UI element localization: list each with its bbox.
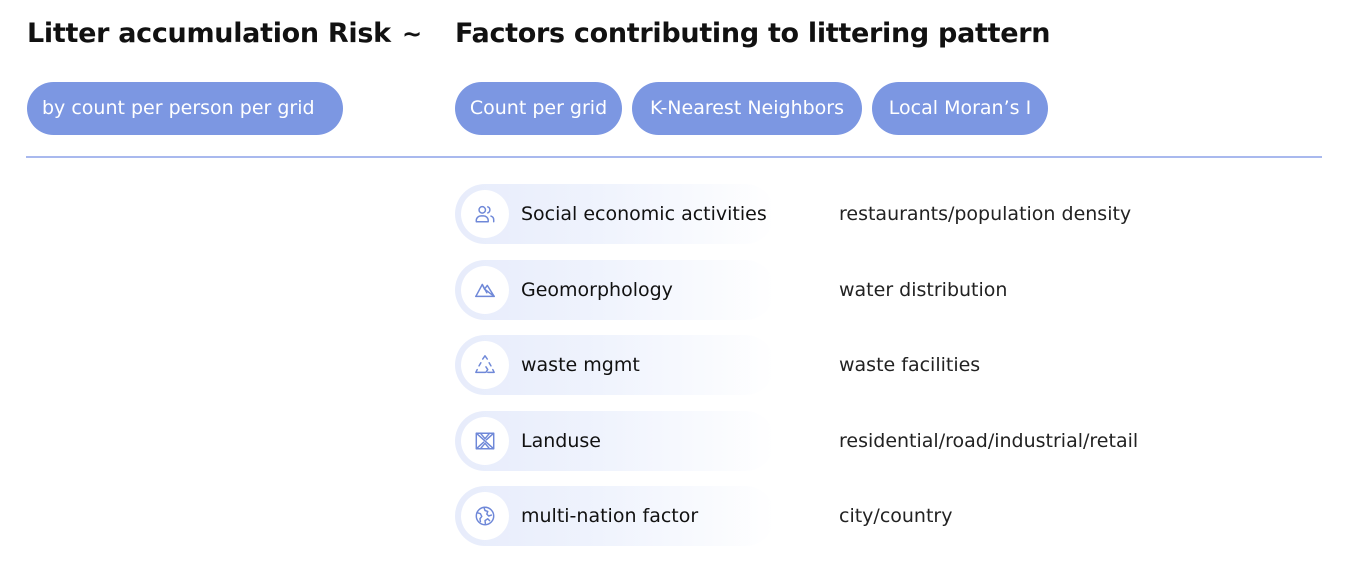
divider [26,156,1322,158]
method-pill-knn: K-Nearest Neighbors [632,82,862,135]
globe-icon [475,506,495,526]
risk-title: Litter accumulation Risk [27,18,391,49]
factor-row-multination: multi-nation factor city/country [455,486,1355,546]
icon-badge [461,341,509,389]
factor-description: waste facilities [839,354,981,376]
method-pill-moran: Local Moran’s I [872,82,1048,135]
factor-description: water distribution [839,279,1008,301]
factor-description: restaurants/population density [839,203,1132,225]
method-pill-count: Count per grid [455,82,622,135]
risk-metric-pill: by count per person per grid [27,82,343,135]
tilde-separator: ~ [402,20,422,48]
factor-name: waste mgmt [521,354,640,376]
icon-badge [461,190,509,238]
icon-badge [461,266,509,314]
factors-title: Factors contributing to littering patter… [455,18,1051,49]
factor-row-geomorphology: Geomorphology water distribution [455,260,1355,320]
factor-description: residential/road/industrial/retail [839,430,1139,452]
factor-description: city/country [839,505,953,527]
factor-row-waste: waste mgmt waste facilities [455,335,1355,395]
factor-row-social: Social economic activities restaurants/p… [455,184,1355,244]
people-icon [475,205,495,223]
factor-row-landuse: Landuse residential/road/industrial/reta… [455,411,1355,471]
factor-name: Social economic activities [521,203,767,225]
mountain-icon [475,283,495,298]
recycle-icon [475,355,495,374]
icon-badge [461,492,509,540]
map-icon [475,432,495,450]
factor-name: Landuse [521,430,601,452]
factor-name: Geomorphology [521,279,673,301]
factor-name: multi-nation factor [521,505,699,527]
icon-badge [461,417,509,465]
